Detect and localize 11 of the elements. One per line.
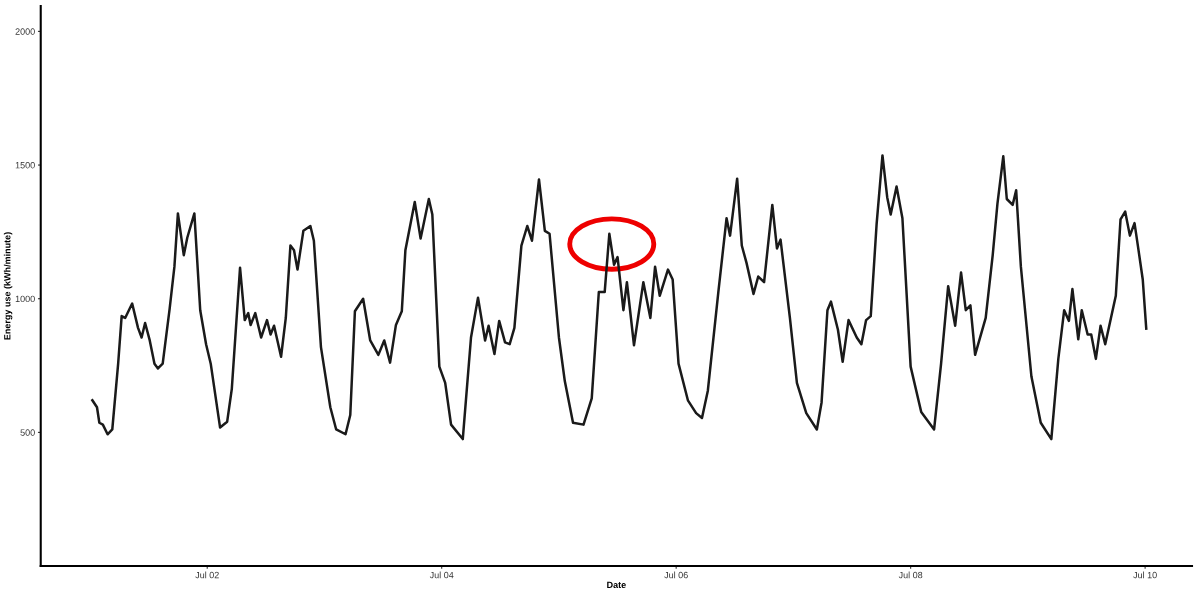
x-axis-title: Date	[607, 581, 626, 589]
y-tick-label: 1000	[15, 295, 35, 303]
x-tick-label: Jul 10	[1133, 571, 1157, 579]
y-axis-title: Energy use (kWh/minute)	[3, 232, 13, 340]
x-tick-label: Jul 08	[898, 571, 923, 579]
y-tick-label: 1500	[15, 162, 35, 169]
y-tick-label: 500	[20, 429, 35, 436]
y-tick-label: 2000	[15, 28, 35, 35]
x-tick-label: Jul 04	[429, 571, 454, 579]
x-tick-label: Jul 02	[195, 571, 219, 579]
x-tick-label: Jul 06	[664, 571, 688, 579]
